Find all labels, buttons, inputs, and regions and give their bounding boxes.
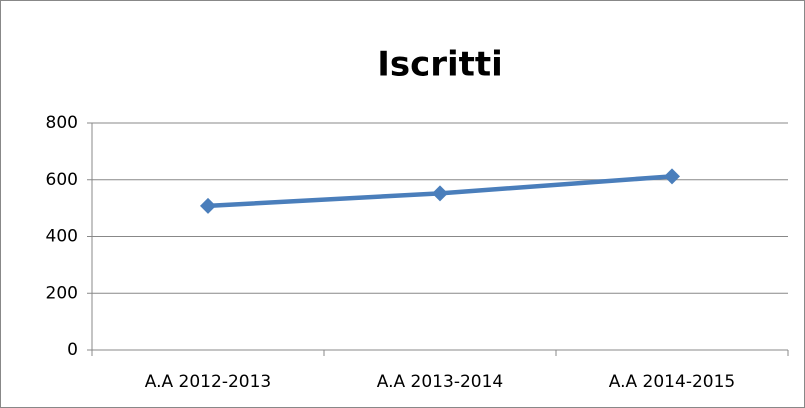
marker (432, 185, 448, 202)
x-tick-label: A.A 2012-2013 (145, 372, 271, 392)
marker (200, 197, 216, 214)
chart-title: Iscritti (377, 45, 503, 85)
x-tick-label: A.A 2013-2014 (377, 372, 503, 392)
y-tick-label: 0 (67, 340, 78, 360)
y-tick-label: 200 (46, 283, 78, 303)
y-tick-label: 400 (46, 227, 78, 247)
y-tick-label: 800 (46, 113, 78, 133)
x-tick-label: A.A 2014-2015 (609, 372, 735, 392)
marker (664, 168, 680, 185)
y-tick-label: 600 (46, 170, 78, 190)
